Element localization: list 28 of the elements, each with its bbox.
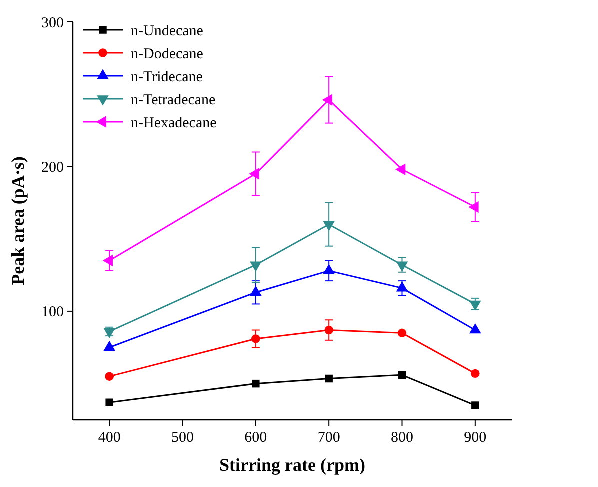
point: [322, 94, 332, 106]
point: [472, 402, 480, 410]
point: [252, 334, 260, 344]
point: [398, 371, 406, 380]
legend-label: n-Tetradecane: [131, 92, 216, 108]
legend-label: n-Dodecane: [131, 46, 204, 62]
point: [249, 168, 260, 180]
x-axis-title: Stirring rate (rpm): [220, 455, 366, 475]
y-tick-label: 100: [42, 304, 64, 321]
point: [324, 326, 334, 335]
point: [252, 380, 260, 388]
y-tick-label: 200: [42, 160, 64, 176]
x-tick-label: 900: [464, 430, 487, 446]
y-tick-label: 300: [42, 15, 64, 32]
point: [325, 374, 333, 383]
point: [395, 164, 406, 176]
x-tick-label: 600: [244, 430, 268, 446]
x-tick-label: 700: [318, 430, 340, 446]
x-tick-label: 400: [98, 430, 121, 446]
point: [398, 328, 407, 338]
legend-label: n-Hexadecane: [131, 115, 218, 132]
legend-label: n-Undecane: [131, 23, 204, 40]
point: [468, 201, 479, 214]
x-tick-label: 800: [391, 430, 414, 446]
point: [471, 369, 480, 378]
x-tick-label: 500: [172, 430, 194, 446]
legend-label: n-Tridecane: [131, 69, 204, 86]
y-axis-title: Peak area (pA·s): [8, 156, 28, 286]
